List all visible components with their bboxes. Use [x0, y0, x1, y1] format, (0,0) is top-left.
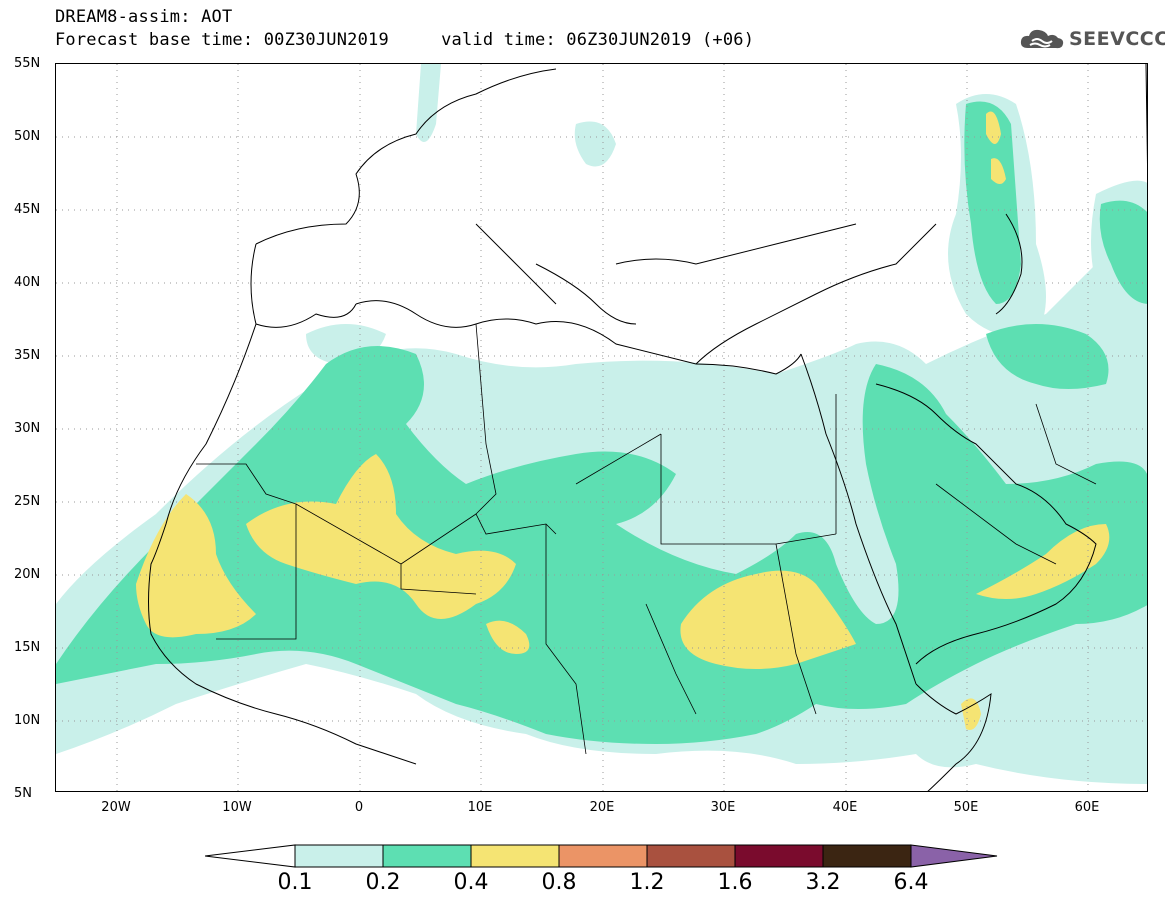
lat-label: 55N — [14, 56, 41, 71]
colorbar-upper-arrow — [910, 844, 998, 868]
lat-label: 45N — [14, 202, 41, 217]
lat-label: 15N — [14, 640, 41, 655]
country-borders — [196, 323, 1097, 755]
colorbar-swatch — [822, 844, 912, 868]
colorbar-lower-arrow — [205, 844, 296, 868]
colorbar-label: 0.2 — [365, 870, 401, 895]
lon-label: 10W — [222, 800, 252, 815]
colorbar-label: 0.1 — [277, 870, 313, 895]
cloud-icon — [1020, 29, 1064, 49]
lat-label: 30N — [14, 421, 41, 436]
colorbar-label: 6.4 — [893, 870, 929, 895]
lat-label: 35N — [14, 348, 41, 363]
lon-label: 10E — [467, 800, 493, 815]
lat-label: 5N — [14, 786, 32, 801]
lon-label: 30E — [710, 800, 736, 815]
chart-title: DREAM8-assim: AOT — [55, 7, 233, 27]
lon-label: 0 — [354, 800, 364, 815]
aot-band-0.4 — [136, 111, 1110, 730]
colorbar-label: 1.2 — [629, 870, 665, 895]
coastlines — [148, 64, 1147, 791]
aot-map — [55, 63, 1148, 792]
lon-label: 60E — [1074, 800, 1100, 815]
graticule — [56, 64, 1147, 791]
colorbar-swatch — [558, 844, 648, 868]
colorbar-swatch — [470, 844, 560, 868]
map-canvas — [56, 64, 1147, 791]
lon-label: 40E — [832, 800, 858, 815]
colorbar-label: 3.2 — [805, 870, 841, 895]
logo-text: SEEVCCC — [1069, 28, 1165, 50]
forecast-time-line: Forecast base time: 00Z30JUN2019 valid t… — [55, 30, 755, 50]
seevccc-logo: SEEVCCC — [1018, 26, 1165, 52]
colorbar-label: 0.8 — [541, 870, 577, 895]
lat-label: 40N — [14, 275, 41, 290]
colorbar-label: 0.4 — [453, 870, 489, 895]
colorbar-label: 1.6 — [717, 870, 753, 895]
colorbar-swatch — [382, 844, 472, 868]
lon-label: 50E — [953, 800, 979, 815]
lat-label: 25N — [14, 494, 41, 509]
lon-label: 20W — [101, 800, 131, 815]
colorbar-swatch — [646, 844, 736, 868]
colorbar — [205, 844, 998, 868]
lat-label: 50N — [14, 129, 41, 144]
aot-band-0.2 — [56, 101, 1147, 744]
colorbar-swatch — [294, 844, 384, 868]
lat-label: 10N — [14, 713, 41, 728]
colorbar-swatch — [734, 844, 824, 868]
lat-label: 20N — [14, 567, 41, 582]
lon-label: 20E — [589, 800, 615, 815]
